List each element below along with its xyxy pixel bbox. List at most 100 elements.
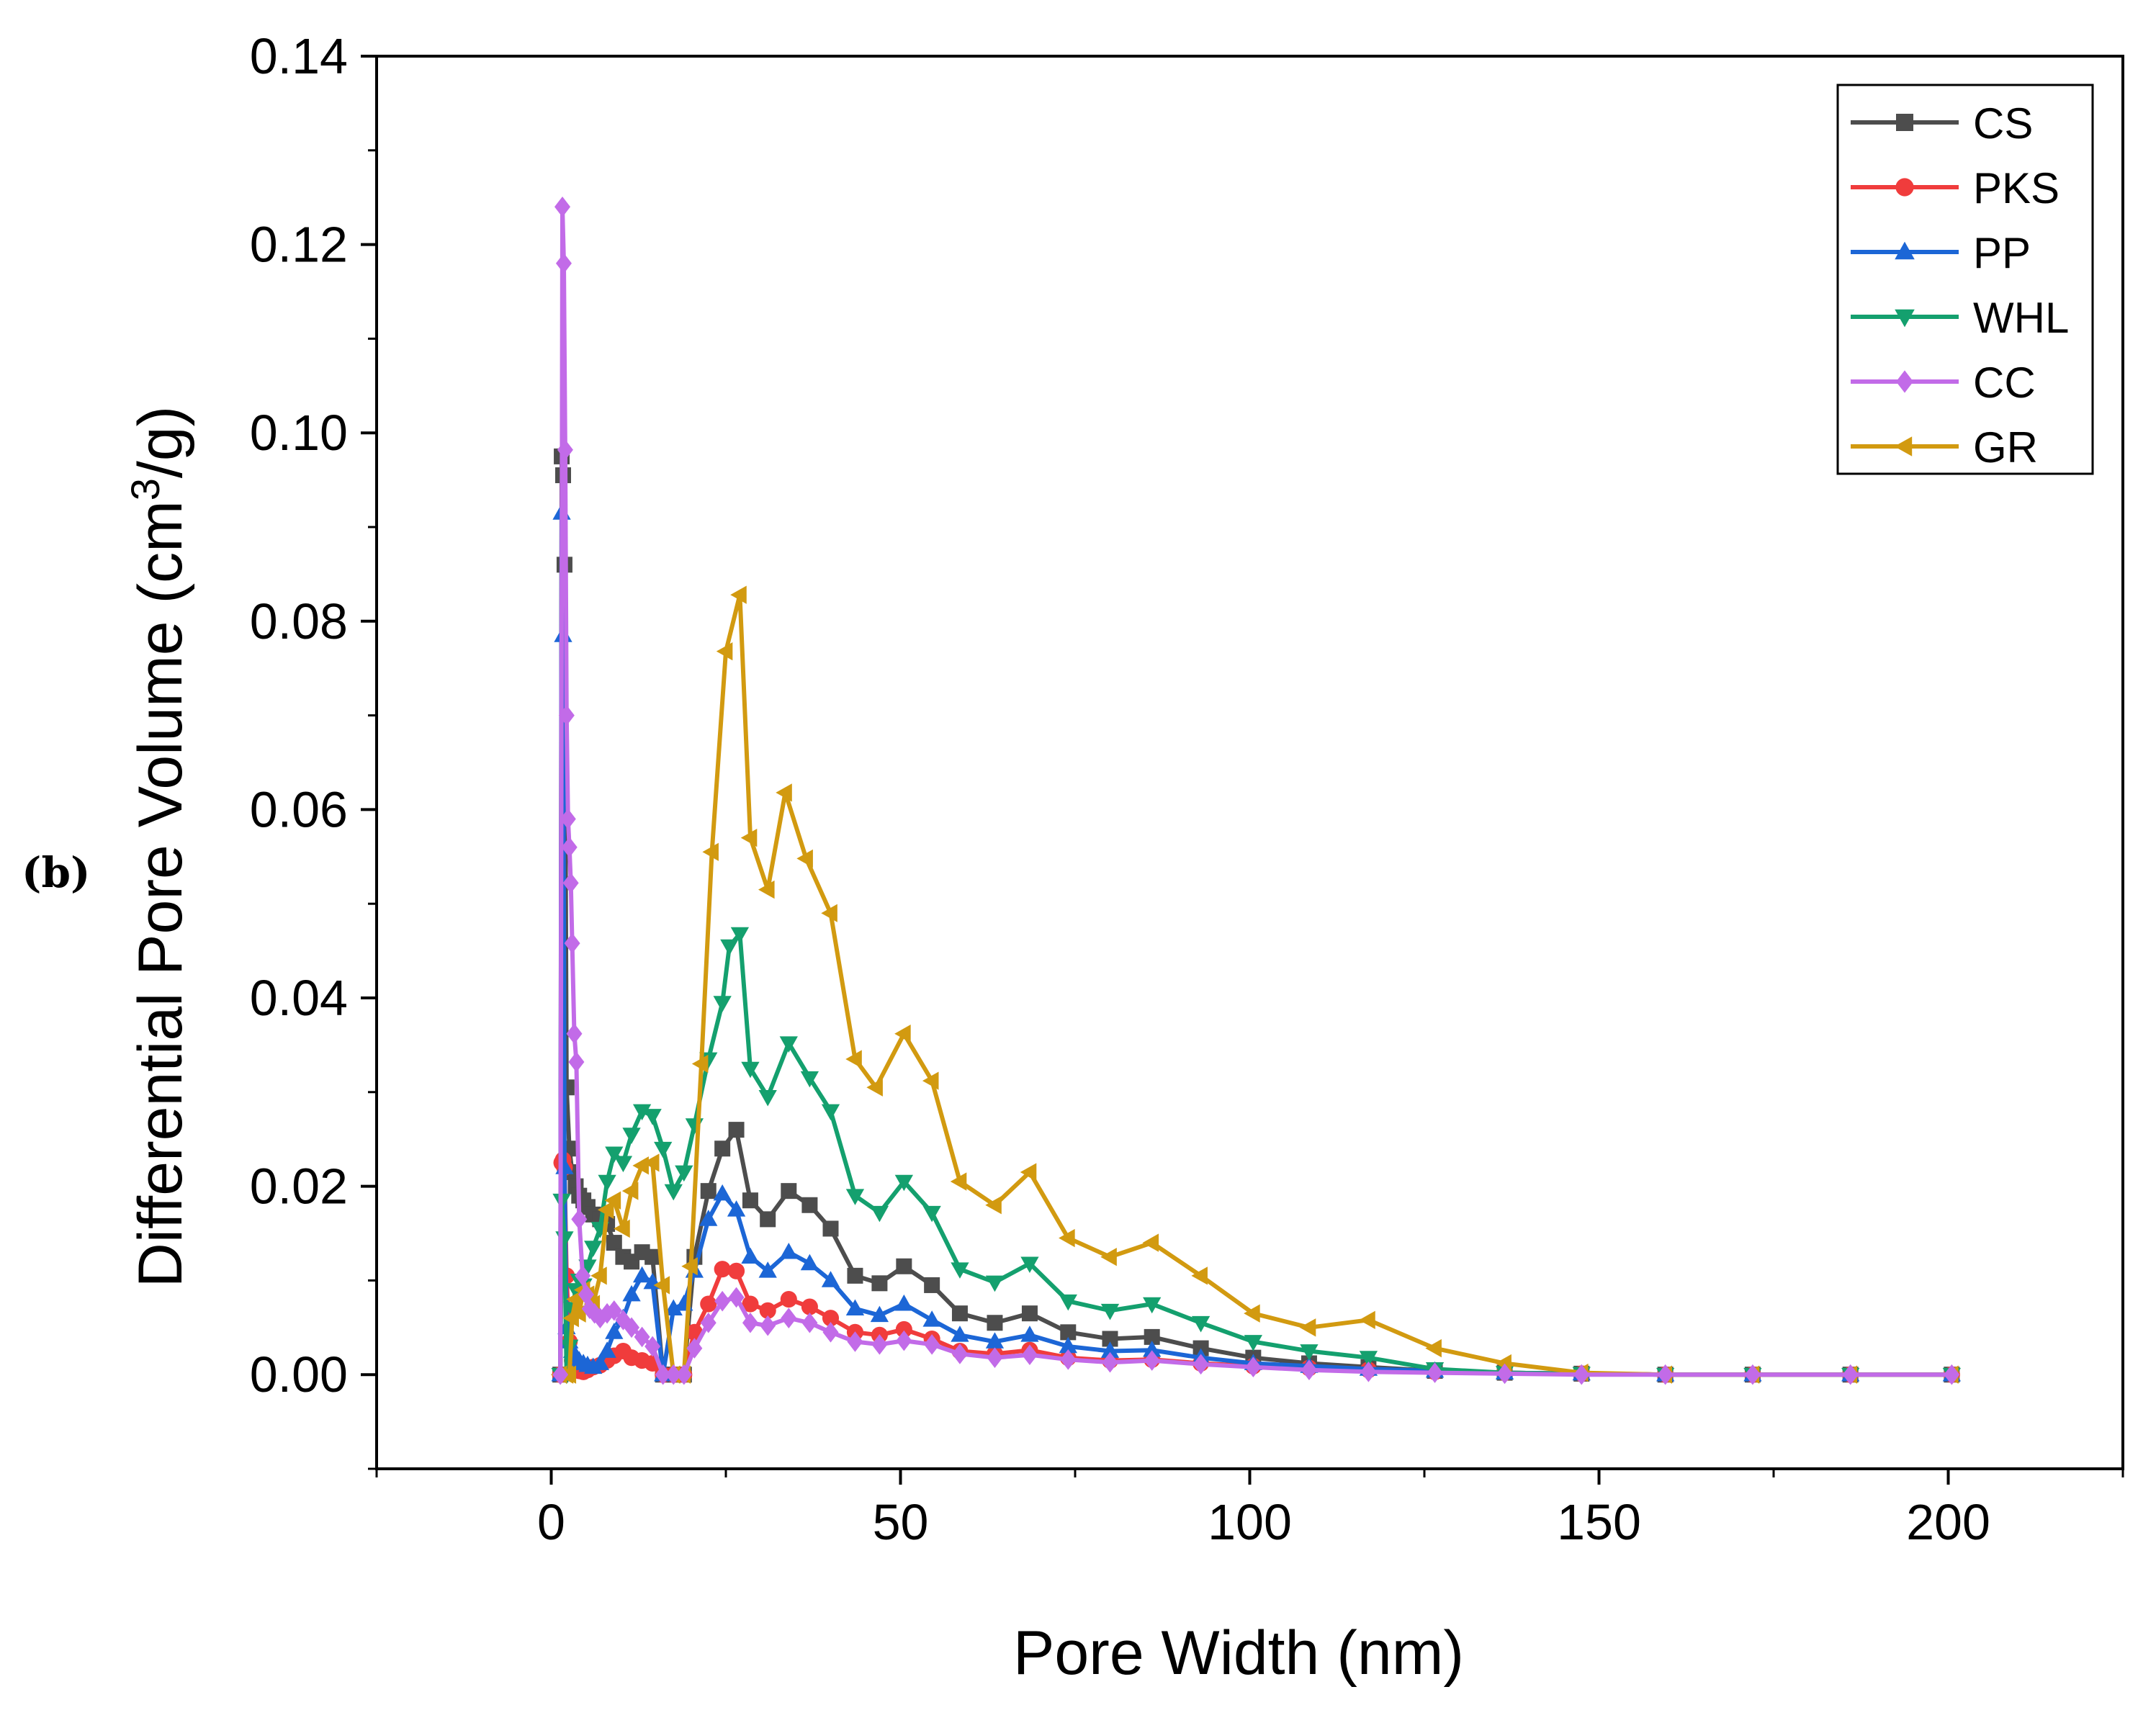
data-point-gr [691,1054,709,1074]
data-point-gr [922,1071,939,1090]
data-point-cc [568,1051,585,1073]
data-point-gr [845,1050,862,1068]
data-point-pks [780,1291,797,1308]
data-point-cs [760,1211,776,1228]
y-tick-label: 0.04 [250,970,348,1026]
data-point-pks [801,1298,818,1315]
data-point-whl [985,1275,1005,1292]
data-point-pks [728,1262,745,1279]
data-point-gr [1425,1338,1442,1358]
data-point-pp [590,1354,610,1370]
data-point-cc [700,1312,717,1333]
data-point-cc [987,1347,1003,1368]
data-point-cc [801,1312,818,1333]
data-point-pp [741,1247,760,1264]
data-point-cc [557,439,573,461]
data-point-cc [714,1290,731,1312]
data-point-whl [951,1262,969,1279]
data-point-pp [699,1210,718,1226]
data-point-gr [681,1257,698,1276]
data-point-cc [1301,1359,1317,1380]
legend-marker-pp [1895,241,1915,260]
data-point-gr [776,783,792,802]
data-point-pp [1100,1341,1120,1358]
data-point-whl [800,1071,819,1088]
data-point-cs [644,1248,661,1265]
data-point-cc [1144,1350,1160,1371]
data-point-pp [605,1323,624,1339]
legend: CS PKS PP WHL CC GR [1836,84,2094,475]
data-point-cc [1102,1351,1118,1373]
legend-items: CS PKS PP WHL CC GR [1851,99,2069,472]
data-point-gr [1100,1248,1117,1266]
data-point-cc [655,1364,671,1385]
data-point-gr [740,828,758,847]
data-point-cs [1144,1328,1160,1345]
data-point-cc [686,1338,703,1359]
legend-item-pks: PKS [1851,164,2060,212]
y-axis-title-tail: /g) [126,406,195,478]
data-point-cc [644,1336,661,1357]
data-point-pp [845,1299,865,1315]
plot-area: 0.00 0.02 0.04 0.06 0.08 0.10 0.12 0.14 0 50 100 15… [250,28,2124,1550]
x-tick-label: 200 [1906,1494,1990,1550]
data-point-whl [1191,1315,1210,1333]
data-point-cs [728,1122,745,1138]
legend-label: CC [1973,359,2036,407]
data-point-gr [604,1191,621,1210]
legend-label: PP [1973,229,2031,277]
y-axis-title: Differential Pore Volume (cm3/g) [122,406,196,1288]
data-point-cc [665,1364,682,1385]
data-point-pp [951,1326,969,1342]
x-tick-label: 50 [873,1494,929,1550]
legend-marker-whl [1895,309,1915,328]
data-point-gr [1359,1310,1375,1329]
data-point-gr [1244,1304,1260,1323]
data-point-cs [700,1183,717,1200]
data-point-gr [950,1172,967,1191]
data-point-gr [796,849,813,868]
y-tick-label: 0.14 [250,28,348,84]
y-tick-label: 0.02 [250,1158,348,1215]
data-point-gr [653,1276,670,1295]
data-point-whl [779,1036,798,1053]
data-point-cs [1021,1305,1038,1322]
legend-box [1836,84,2094,475]
data-point-cc [564,932,580,954]
data-point-whl [1059,1294,1077,1311]
series-cc [552,196,1960,1385]
data-point-whl [870,1205,889,1223]
data-point-pp [1059,1336,1077,1354]
data-point-cc [1573,1364,1590,1385]
y-axis-title-superscript: 3 [122,478,168,500]
x-tick-label: 100 [1208,1494,1292,1550]
legend-label: WHL [1973,294,2069,342]
data-point-pp [1020,1326,1039,1342]
data-point-cc [1496,1363,1513,1385]
data-point-cc [822,1322,839,1343]
data-point-cs [951,1305,968,1322]
data-point-cs [714,1140,731,1157]
data-point-cc [561,837,578,858]
legend-marker-cc [1896,370,1913,393]
data-point-pp [598,1341,616,1358]
data-point-pp [622,1284,641,1302]
data-point-whl [654,1141,673,1158]
data-point-cc [555,253,572,274]
x-axis-title: Pore Width (nm) [1013,1619,1464,1688]
data-point-pks [759,1302,776,1319]
legend-item-cs: CS [1851,99,2033,148]
data-point-pp [664,1299,683,1315]
data-point-cc [742,1312,758,1333]
data-point-cs [847,1267,863,1284]
data-point-gr [1142,1233,1159,1252]
data-point-cc [1842,1364,1859,1385]
data-point-pks [700,1295,717,1313]
x-tick-label: 150 [1557,1494,1641,1550]
data-point-whl [605,1146,624,1164]
data-point-cc [1944,1364,1960,1385]
y-tick-label: 0.00 [250,1346,348,1403]
data-point-whl [675,1165,693,1182]
data-point-pp [1143,1340,1162,1357]
